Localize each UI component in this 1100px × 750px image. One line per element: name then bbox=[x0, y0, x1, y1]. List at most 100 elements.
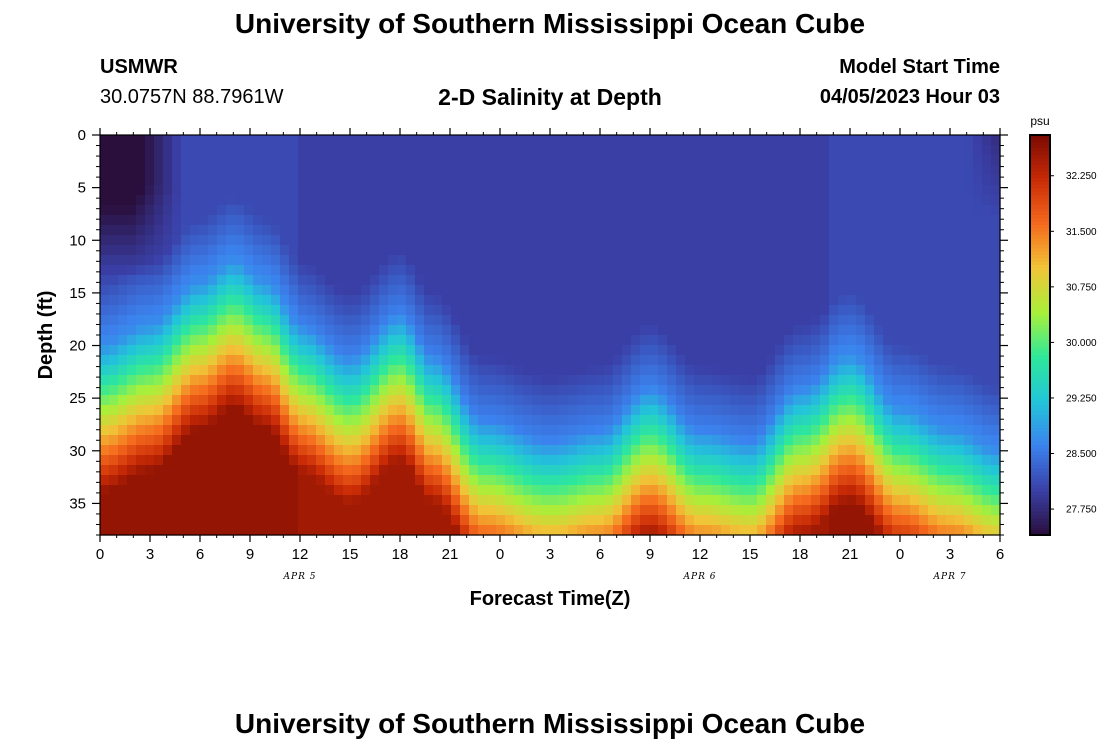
heatmap-cell bbox=[568, 465, 578, 476]
heatmap-cell bbox=[433, 295, 443, 306]
heatmap-cell bbox=[811, 205, 821, 216]
heatmap-cell bbox=[361, 305, 371, 316]
heatmap-cell bbox=[775, 475, 785, 486]
heatmap-cell bbox=[883, 385, 893, 396]
heatmap-cell bbox=[469, 475, 479, 486]
heatmap-cell bbox=[370, 485, 380, 496]
heatmap-cell bbox=[631, 335, 641, 346]
heatmap-cell bbox=[685, 135, 695, 146]
heatmap-cell bbox=[658, 265, 668, 276]
heatmap-cell bbox=[784, 335, 794, 346]
heatmap-cell bbox=[172, 405, 182, 416]
heatmap-cell bbox=[802, 415, 812, 426]
heatmap-cell bbox=[172, 175, 182, 186]
heatmap-cell bbox=[361, 455, 371, 466]
heatmap-cell bbox=[991, 135, 1001, 146]
heatmap-cell bbox=[451, 255, 461, 266]
heatmap-cell bbox=[766, 205, 776, 216]
heatmap-cell bbox=[235, 475, 245, 486]
heatmap-cell bbox=[325, 465, 335, 476]
heatmap-cell bbox=[802, 345, 812, 356]
heatmap-cell bbox=[226, 265, 236, 276]
heatmap-cell bbox=[712, 475, 722, 486]
heatmap-cell bbox=[649, 285, 659, 296]
heatmap-cell bbox=[424, 315, 434, 326]
heatmap-cell bbox=[982, 455, 992, 466]
heatmap-cell bbox=[469, 295, 479, 306]
heatmap-cell bbox=[226, 215, 236, 226]
heatmap-cell bbox=[649, 325, 659, 336]
heatmap-cell bbox=[514, 465, 524, 476]
heatmap-cell bbox=[550, 295, 560, 306]
heatmap-cell bbox=[118, 265, 128, 276]
heatmap-cell bbox=[145, 315, 155, 326]
heatmap-cell bbox=[586, 265, 596, 276]
heatmap-cell bbox=[433, 495, 443, 506]
heatmap-cell bbox=[307, 175, 317, 186]
heatmap-cell bbox=[685, 265, 695, 276]
heatmap-cell bbox=[235, 415, 245, 426]
heatmap-cell bbox=[910, 185, 920, 196]
heatmap-cell bbox=[334, 485, 344, 496]
heatmap-cell bbox=[361, 445, 371, 456]
heatmap-cell bbox=[613, 445, 623, 456]
heatmap-cell bbox=[541, 375, 551, 386]
heatmap-cell bbox=[685, 405, 695, 416]
heatmap-cell bbox=[190, 455, 200, 466]
heatmap-cell bbox=[469, 155, 479, 166]
heatmap-cell bbox=[208, 375, 218, 386]
heatmap-cell bbox=[343, 155, 353, 166]
heatmap-cell bbox=[388, 505, 398, 516]
heatmap-cell bbox=[775, 425, 785, 436]
heatmap-cell bbox=[910, 495, 920, 506]
heatmap-cell bbox=[829, 255, 839, 266]
colorbar-segment bbox=[1030, 168, 1050, 173]
heatmap-cell bbox=[505, 275, 515, 286]
heatmap-cell bbox=[118, 335, 128, 346]
heatmap-cell bbox=[496, 475, 506, 486]
heatmap-cell bbox=[478, 425, 488, 436]
heatmap-cell bbox=[307, 285, 317, 296]
x-tick-label: 3 bbox=[146, 546, 154, 563]
heatmap-cell bbox=[631, 435, 641, 446]
heatmap-cell bbox=[523, 405, 533, 416]
heatmap-cell bbox=[640, 435, 650, 446]
heatmap-cell bbox=[298, 245, 308, 256]
heatmap-cell bbox=[676, 455, 686, 466]
heatmap-cell bbox=[217, 435, 227, 446]
heatmap-cell bbox=[307, 185, 317, 196]
heatmap-cell bbox=[541, 235, 551, 246]
heatmap-cell bbox=[127, 295, 137, 306]
heatmap-cell bbox=[586, 215, 596, 226]
heatmap-cell bbox=[415, 455, 425, 466]
heatmap-cell bbox=[721, 475, 731, 486]
heatmap-cell bbox=[568, 365, 578, 376]
heatmap-cell bbox=[676, 525, 686, 536]
heatmap-cell bbox=[964, 295, 974, 306]
heatmap-cell bbox=[622, 295, 632, 306]
heatmap-cell bbox=[784, 255, 794, 266]
heatmap-cell bbox=[901, 235, 911, 246]
heatmap-cell bbox=[730, 145, 740, 156]
heatmap-cell bbox=[100, 265, 110, 276]
heatmap-cell bbox=[181, 205, 191, 216]
heatmap-cell bbox=[154, 455, 164, 466]
heatmap-cell bbox=[928, 465, 938, 476]
heatmap-cell bbox=[118, 515, 128, 526]
heatmap-cell bbox=[928, 445, 938, 456]
heatmap-cell bbox=[181, 455, 191, 466]
heatmap-cell bbox=[865, 345, 875, 356]
heatmap-cell bbox=[892, 515, 902, 526]
heatmap-cell bbox=[658, 155, 668, 166]
heatmap-cell bbox=[181, 395, 191, 406]
heatmap-cell bbox=[586, 485, 596, 496]
heatmap-cell bbox=[820, 165, 830, 176]
heatmap-cell bbox=[811, 325, 821, 336]
heatmap-cell bbox=[262, 355, 272, 366]
heatmap-cell bbox=[721, 355, 731, 366]
heatmap-cell bbox=[181, 285, 191, 296]
heatmap-cell bbox=[838, 325, 848, 336]
heatmap-cell bbox=[919, 395, 929, 406]
heatmap-cell bbox=[964, 405, 974, 416]
heatmap-cell bbox=[676, 185, 686, 196]
